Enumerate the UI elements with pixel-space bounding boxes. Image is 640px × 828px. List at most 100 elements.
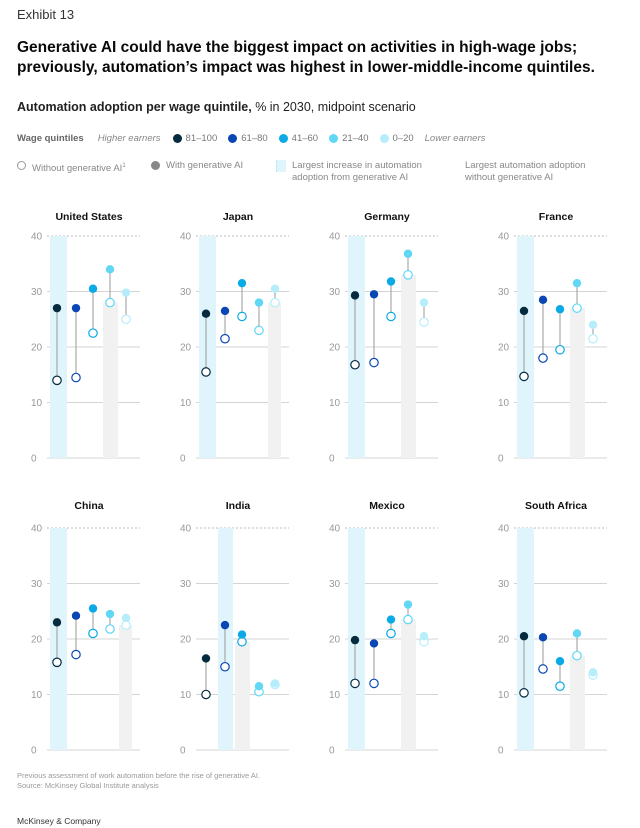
france-point-with-4 [588, 320, 598, 329]
united-states-point-with-3 [105, 265, 115, 274]
japan-point-without-4 [270, 297, 280, 308]
france-point-without-2 [555, 344, 565, 355]
legend-dot-q2 [228, 134, 238, 143]
mexico-point-with-4 [419, 632, 429, 641]
japan-point-with-2 [237, 278, 247, 288]
legend-without: Without generative AI1 [17, 160, 126, 175]
france-point-without-0 [519, 371, 529, 382]
germany-point-without-4 [419, 317, 429, 327]
india-largest-without-column [235, 641, 250, 750]
south-africa-tick-0: 0 [498, 746, 504, 757]
united-states-tick-0: 0 [31, 454, 37, 465]
united-states-point-without-1 [71, 372, 81, 383]
france-point-without-3 [572, 303, 582, 313]
south-africa-point-with-4 [588, 668, 598, 677]
south-africa-point-without-3 [572, 650, 582, 661]
china-tick-40: 40 [31, 524, 43, 535]
germany-panel-title: Germany [364, 211, 410, 223]
mexico-panel-title: Mexico [369, 500, 405, 512]
india-point-with-0 [201, 654, 211, 663]
south-africa-tick-40: 40 [498, 524, 510, 535]
japan-panel-title: Japan [223, 211, 253, 223]
germany-point-without-0 [350, 359, 360, 370]
legend-largest-increase-2: adoption from generative AI [292, 172, 409, 183]
quintile-legend: Wage quintiles Higher earners 81–100 61–… [17, 133, 497, 144]
germany-tick-20: 20 [329, 343, 341, 354]
subtitle-rest: % in 2030, midpoint scenario [251, 100, 416, 114]
south-africa-point-with-2 [555, 657, 565, 666]
japan-point-without-3 [254, 325, 264, 336]
china-tick-0: 0 [31, 746, 37, 757]
legend-dot-q4 [329, 134, 339, 143]
china-panel-title: China [74, 500, 103, 512]
germany-point-without-3 [403, 270, 413, 280]
south-africa-panel-title: South Africa [525, 500, 587, 512]
south-africa-point-with-3 [572, 629, 582, 638]
germany-tick-30: 30 [329, 287, 341, 298]
legend-item-q3: 41–60 [278, 133, 319, 144]
south-africa-point-without-2 [555, 681, 565, 691]
mexico-tick-0: 0 [329, 746, 335, 757]
legend-largest-without: Largest automation adoption without gener… [465, 160, 585, 184]
france-point-with-3 [572, 278, 582, 288]
brand-label: McKinsey & Company [17, 816, 101, 826]
subtitle-bold: Automation adoption per wage quintile, [17, 100, 252, 114]
france-panel-title: France [539, 211, 574, 223]
japan-tick-0: 0 [180, 454, 186, 465]
india-point-with-4 [270, 679, 280, 688]
legend-label-q3: 41–60 [291, 133, 319, 144]
india-tick-0: 0 [180, 746, 186, 757]
united-states-tick-40: 40 [31, 232, 43, 243]
india-tick-20: 20 [180, 635, 192, 646]
japan-point-with-0 [201, 309, 211, 318]
japan-point-without-0 [201, 367, 211, 377]
mexico-point-without-2 [386, 628, 396, 639]
legend-with: With generative AI [151, 160, 243, 172]
legend-dot-q3 [278, 134, 288, 143]
exhibit-label: Exhibit 13 [17, 7, 75, 22]
legend-item-q4: 21–40 [329, 133, 369, 144]
footnote-source: Source: McKinsey Global Institute analys… [17, 781, 159, 790]
legend-label: Wage quintiles [17, 133, 84, 144]
india-point-without-1 [220, 661, 230, 672]
japan-largest-without-column [268, 302, 281, 458]
france-point-with-2 [555, 305, 565, 314]
mexico-point-with-0 [350, 635, 360, 645]
mexico-point-with-3 [403, 600, 413, 609]
china-largest-without-column [119, 625, 132, 750]
japan-point-with-3 [254, 298, 264, 307]
france-tick-40: 40 [498, 232, 510, 243]
china-point-with-2 [88, 604, 98, 613]
united-states-point-with-1 [71, 303, 81, 313]
germany-point-with-0 [350, 291, 360, 300]
legend-label-q2: 61–80 [241, 133, 268, 144]
united-states-tick-20: 20 [31, 343, 43, 354]
japan-largest-increase-column [199, 236, 216, 458]
japan-point-without-2 [237, 311, 247, 322]
germany-tick-10: 10 [329, 398, 341, 409]
united-states-point-with-4 [121, 288, 131, 297]
india-tick-40: 40 [180, 524, 192, 535]
china-point-without-1 [71, 649, 81, 660]
germany-point-with-4 [419, 298, 429, 307]
china-point-without-2 [88, 628, 98, 639]
china-tick-10: 10 [31, 690, 43, 701]
germany-point-with-2 [386, 277, 396, 286]
china-point-with-3 [105, 609, 115, 619]
mexico-tick-40: 40 [329, 524, 341, 535]
footnote: Previous assessment of work automation b… [17, 771, 260, 791]
south-africa-point-without-0 [519, 688, 529, 698]
france-tick-10: 10 [498, 398, 510, 409]
japan-point-with-4 [270, 284, 280, 293]
south-africa-tick-20: 20 [498, 635, 510, 646]
south-africa-point-without-1 [538, 664, 548, 674]
mexico-tick-10: 10 [329, 690, 341, 701]
germany-point-with-3 [403, 249, 413, 258]
legend-item-q5: 0–20 [379, 133, 414, 144]
france-point-without-4 [588, 333, 598, 344]
legend-dot-q5 [379, 134, 389, 143]
united-states-point-without-4 [121, 314, 131, 325]
france-largest-without-column [570, 308, 585, 458]
india-point-with-2 [237, 630, 247, 639]
